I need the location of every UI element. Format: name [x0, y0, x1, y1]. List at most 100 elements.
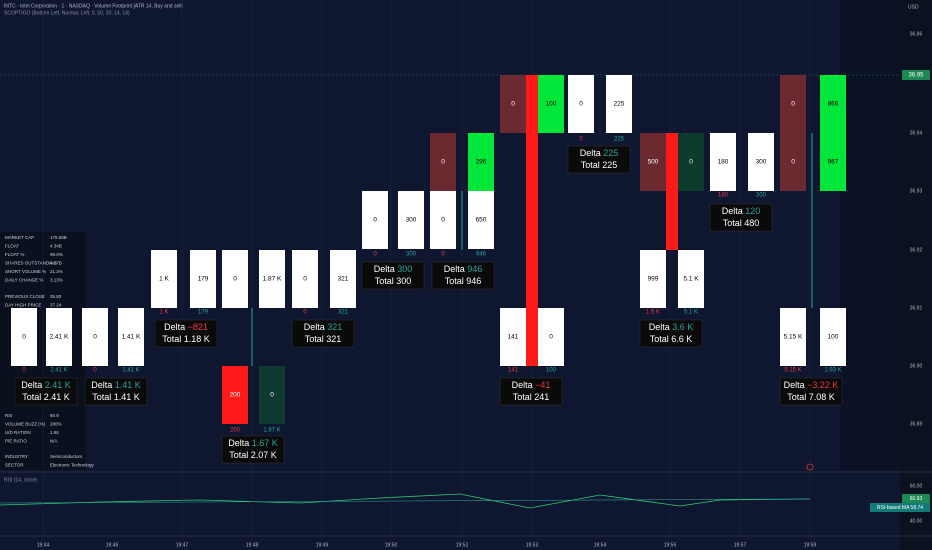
candle-body — [526, 75, 538, 366]
price-label: 36.90 — [910, 363, 923, 369]
cell-volume: 0 — [93, 334, 97, 341]
total-value: 946 — [466, 276, 481, 286]
total-value: 300 — [396, 276, 411, 286]
footprint-cell — [820, 308, 846, 366]
cell-volume: 300 — [756, 159, 767, 166]
delta-box — [431, 261, 495, 290]
fundamental-value: 280% — [50, 422, 62, 427]
ask-total: 1.41 K — [122, 368, 139, 374]
cell-volume: 100 — [828, 334, 839, 341]
fundamental-label: P/E RATIO — [5, 439, 27, 444]
fundamental-value: 1.98 — [50, 430, 59, 435]
total-label: Total — [445, 276, 464, 286]
total-line: Total 300 — [375, 276, 412, 286]
delta-line: Delta 946 — [444, 264, 483, 274]
cell-volume: 300 — [406, 217, 417, 224]
bid-total: 0 — [22, 368, 26, 374]
fundamental-label: MARKET CAP — [5, 235, 34, 240]
total-line: Total 6.6 K — [650, 334, 693, 344]
delta-label: Delta — [374, 264, 395, 274]
footprint-cell — [538, 308, 564, 366]
delta-box — [14, 377, 78, 406]
delta-label: Delta — [512, 380, 533, 390]
delta-box — [499, 377, 563, 406]
footprint-cell — [678, 250, 704, 308]
time-label: 19:54 — [594, 542, 607, 548]
last-price: 36.95 — [908, 73, 924, 79]
delta-box — [709, 203, 773, 232]
time-label: 19:56 — [664, 542, 677, 548]
total-value: 1.41 K — [114, 392, 140, 402]
fundamental-label: DAY HIGH PRICE — [5, 303, 41, 308]
cell-volume: 0 — [791, 101, 795, 108]
footprint-cell — [500, 75, 526, 133]
cell-volume: 967 — [828, 159, 839, 166]
rsi-title: RSI (14, close) — [4, 477, 37, 483]
delta-line: Delta 1.41 K — [91, 380, 141, 390]
time-label: 19:53 — [526, 542, 539, 548]
delta-box — [361, 261, 425, 290]
delta-label: Delta — [580, 148, 601, 158]
rsi-level: 60.00 — [910, 483, 923, 489]
total-line: Total 241 — [513, 392, 550, 402]
bid-total: 180 — [718, 193, 729, 199]
cell-volume: 0 — [233, 276, 237, 283]
footprint-cell — [678, 133, 704, 191]
time-label: 19:57 — [734, 542, 747, 548]
future-area — [840, 0, 900, 470]
delta-box — [291, 319, 355, 348]
footprint-cell — [46, 308, 72, 366]
bid-total: 200 — [230, 428, 241, 434]
currency: USD — [908, 4, 919, 10]
footprint-cell — [430, 191, 456, 249]
delta-value: −3.22 K — [807, 380, 838, 390]
footprint-cell — [748, 133, 774, 191]
total-value: 2.41 K — [44, 392, 70, 402]
total-line: Total 2.07 K — [229, 450, 277, 460]
fundamental-label: SECTOR — [5, 463, 24, 468]
delta-line: Delta 3.6 K — [649, 322, 694, 332]
delta-label: Delta — [649, 322, 670, 332]
time-label: 19:44 — [37, 542, 50, 548]
total-value: 2.07 K — [251, 450, 277, 460]
delta-value: −821 — [188, 322, 208, 332]
total-value: 480 — [744, 218, 759, 228]
footprint-cell — [468, 133, 494, 191]
price-label: 36.93 — [910, 188, 923, 194]
total-line: Total 321 — [305, 334, 342, 344]
fundamental-value: Electronic Technology — [50, 463, 94, 468]
delta-line: Delta 1.67 K — [228, 438, 278, 448]
fundamental-label: RSI — [5, 413, 13, 418]
candle-body — [666, 133, 678, 250]
delta-value: 225 — [603, 148, 618, 158]
footprint-cell — [606, 75, 632, 133]
footprint-cell — [710, 133, 736, 191]
cell-volume: 296 — [476, 159, 487, 166]
footprint-cell — [222, 366, 248, 424]
total-label: Total — [229, 450, 248, 460]
total-label: Total — [162, 334, 181, 344]
delta-box — [639, 319, 703, 348]
rsi-value-tag — [902, 494, 930, 503]
time-label: 19:52 — [456, 542, 469, 548]
footprint-cell — [500, 308, 526, 366]
footprint-cell — [292, 250, 318, 308]
rsi-level: 40.00 — [910, 518, 923, 524]
price-axis-bg — [900, 0, 932, 550]
cell-volume: 0 — [791, 159, 795, 166]
fundamental-value: 21.2% — [50, 269, 63, 274]
fundamental-value: N/A — [50, 439, 58, 444]
price-label: 36.91 — [910, 305, 923, 311]
cell-volume: 0 — [441, 159, 445, 166]
cell-volume: 100 — [546, 101, 557, 108]
footprint-cell — [118, 308, 144, 366]
delta-label: Delta — [722, 206, 743, 216]
footprint-cell — [222, 250, 248, 308]
total-value: 241 — [534, 392, 549, 402]
total-line: Total 225 — [581, 160, 618, 170]
rsi-value: 60.93 — [910, 496, 923, 502]
rsi-ma-tag — [870, 503, 930, 512]
symbol-line: INTC · Intel Corporation · 1 · NASDAQ · … — [4, 3, 183, 9]
cell-volume: 200 — [230, 392, 241, 399]
